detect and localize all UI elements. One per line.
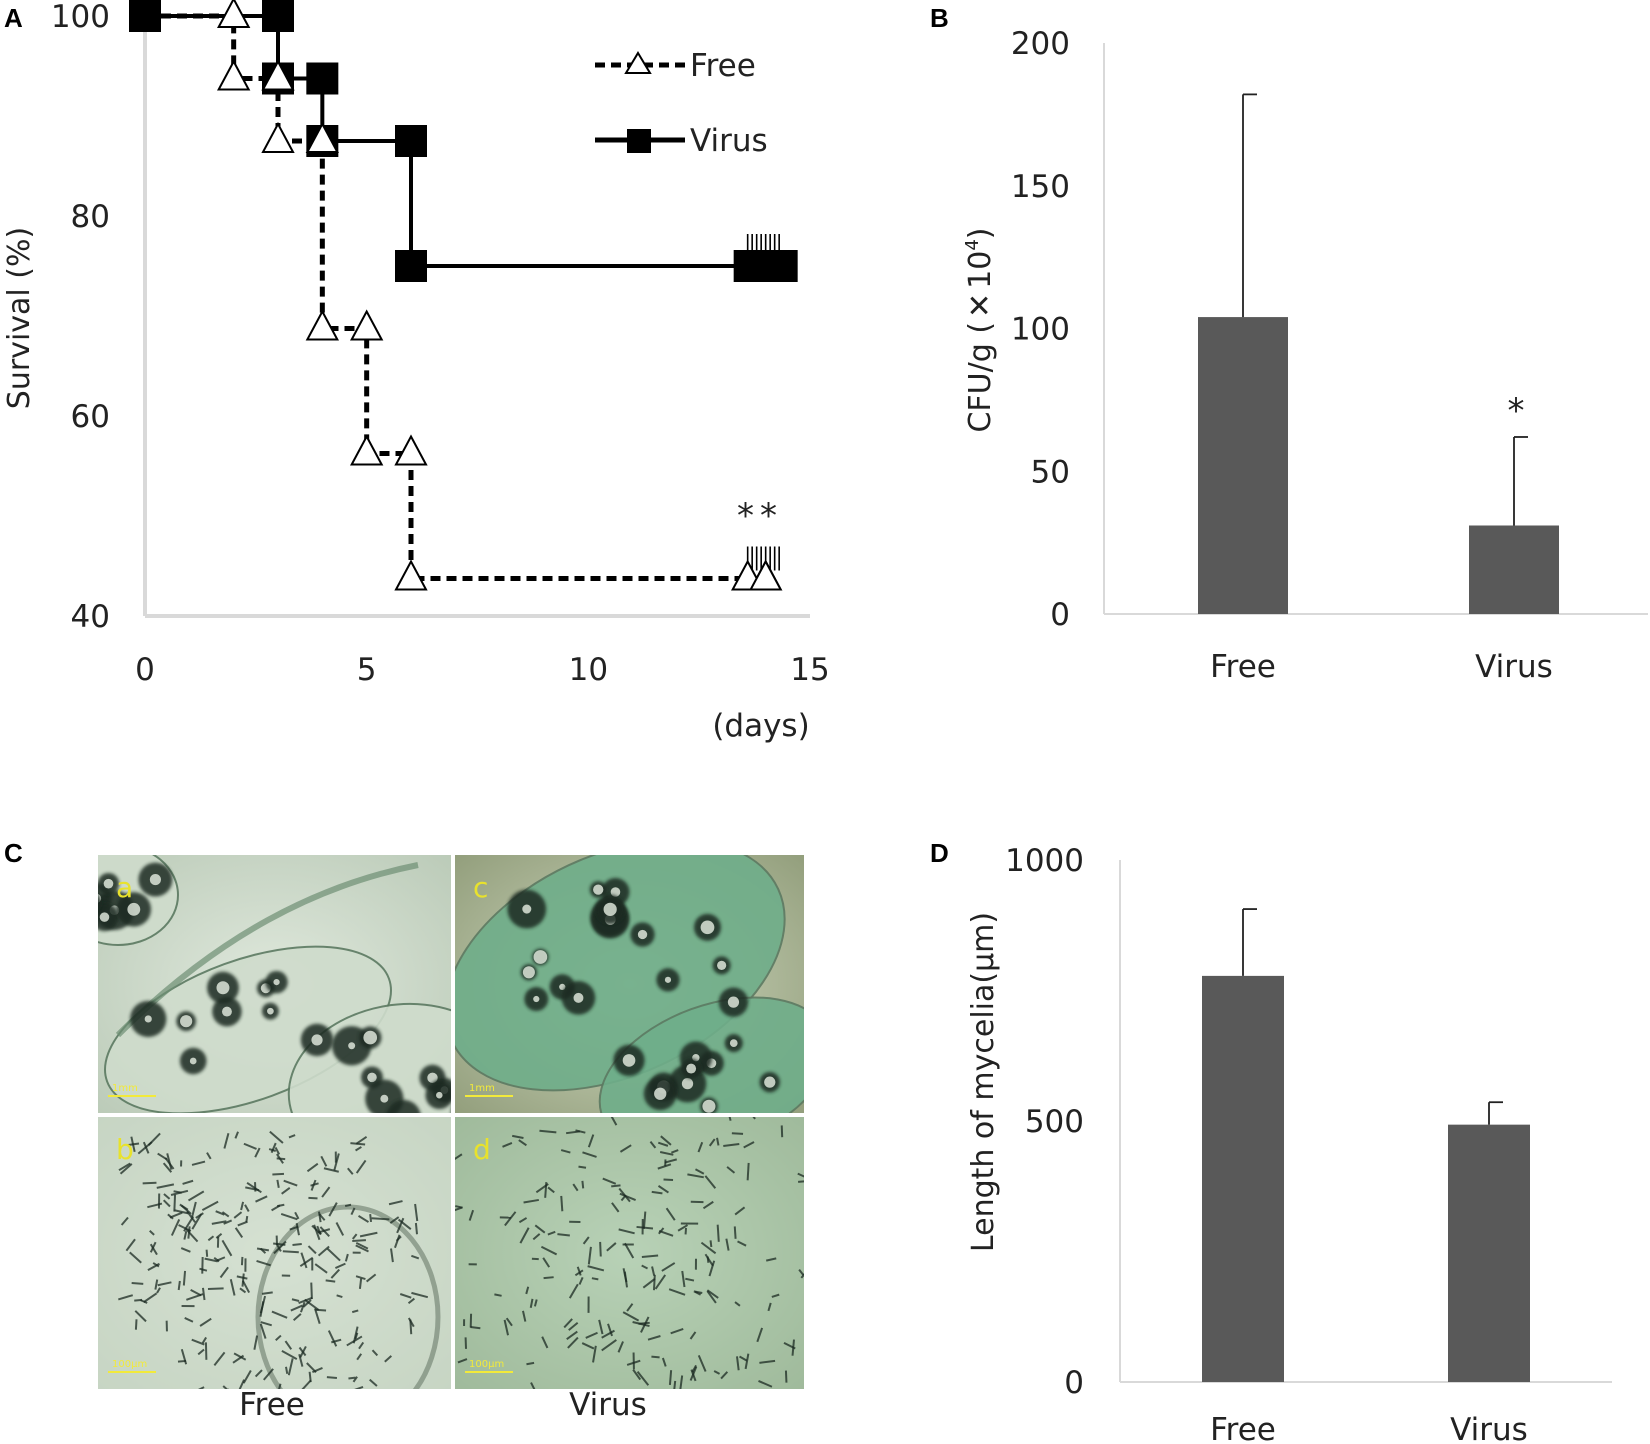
mycelia-y-tick: 0 — [1064, 1365, 1084, 1401]
legend-free-marker — [624, 51, 652, 74]
free-survival-point — [261, 121, 295, 153]
cfu-chart: 0 50 100 150 200 Free Virus CFU/g ( ✕ 104) * — [962, 26, 1648, 685]
survival-x-axis-title: (days) — [712, 708, 809, 744]
micrograph-letter-label: c — [473, 871, 488, 904]
virus-survival-point — [262, 0, 294, 32]
cfu-category-label: Free — [1210, 649, 1276, 685]
scale-bar-label: 1mm — [112, 1083, 138, 1094]
mycelia-bar-virus — [1448, 1124, 1530, 1382]
survival-y-tick: 100 — [51, 0, 110, 35]
cfu-bar-virus — [1469, 525, 1559, 614]
micrograph-tile-b: b 100μm — [98, 1117, 451, 1389]
cfu-y-axis-title: CFU/g ( ✕ 104) — [962, 227, 998, 432]
cfu-category-label: Virus — [1475, 649, 1553, 685]
panel-letter-a: A — [4, 3, 23, 33]
free-survival-point — [394, 559, 428, 591]
mycelia-chart: 0 500 1000 Free Virus Length of mycelia(μm) — [966, 843, 1612, 1444]
micrograph-caption-free: Free — [239, 1387, 305, 1423]
survival-significance: ** — [737, 496, 783, 536]
survival-legend: Free Virus — [595, 48, 768, 159]
micrograph-tile-c: c 1mm — [455, 855, 804, 1113]
cfu-y-title-main: CFU/g ( — [963, 322, 998, 433]
free-survival-line — [145, 13, 766, 581]
mycelia-category-label: Virus — [1450, 1412, 1528, 1444]
micrograph-caption-virus: Virus — [569, 1387, 647, 1423]
legend-virus-label: Virus — [690, 123, 768, 159]
micrograph-tile-d: d 100μm — [455, 1117, 804, 1389]
free-survival-point — [261, 59, 295, 91]
survival-y-tick: 60 — [71, 399, 110, 435]
scale-bar-label: 100μm — [469, 1359, 504, 1370]
legend-virus-marker — [627, 129, 651, 153]
free-survival-point — [216, 59, 251, 91]
free-survival-point — [305, 121, 340, 153]
virus-survival-point — [395, 250, 427, 282]
cfu-significance: * — [1508, 391, 1525, 431]
micrograph-panel: a 1mm c 1mm b 100μm d 100μm Free Virus — [98, 855, 804, 1423]
cfu-y-tick: 0 — [1050, 597, 1070, 633]
micrograph-letter-label: d — [473, 1133, 491, 1166]
virus-survival-point — [395, 125, 427, 157]
free-survival-point — [394, 434, 428, 466]
cfu-y-tick: 100 — [1011, 312, 1070, 348]
virus-survival-point — [306, 62, 339, 95]
survival-y-axis-title: Survival (%) — [2, 227, 37, 409]
survival-x-tick: 10 — [569, 652, 608, 688]
free-survival-point — [748, 559, 783, 591]
survival-x-tick: 5 — [357, 652, 377, 688]
free-survival-point — [216, 0, 251, 28]
mycelia-y-axis-title: Length of mycelia(μm) — [966, 912, 1001, 1252]
mycelia-category-label: Free — [1210, 1412, 1276, 1444]
cfu-y-tick: 150 — [1011, 169, 1070, 205]
survival-y-tick: 80 — [71, 199, 110, 235]
survival-y-tick: 40 — [71, 599, 110, 635]
mycelia-y-tick: 500 — [1025, 1104, 1084, 1140]
cfu-bar-free — [1198, 317, 1288, 614]
free-survival-point — [305, 309, 340, 341]
survival-x-tick: 0 — [135, 652, 155, 688]
cfu-y-title-exp: 4 — [962, 239, 983, 250]
panel-letter-d: D — [930, 838, 949, 868]
micrograph-letter-label: a — [116, 871, 133, 904]
panel-letter-b: B — [930, 3, 949, 33]
micrograph-tile-a: a 1mm — [98, 855, 451, 1113]
mycelia-bar-free — [1202, 975, 1284, 1382]
cfu-y-title-base: 10 — [963, 251, 998, 289]
survival-chart: 40 60 80 100 0 5 10 15 Survival (%) (days) Fre… — [2, 0, 830, 744]
cfu-y-tick: 200 — [1011, 26, 1070, 62]
cfu-y-title-times: ✕ — [963, 293, 998, 318]
cfu-y-title-close: ) — [963, 227, 998, 239]
scale-bar-label: 1mm — [469, 1083, 495, 1094]
scale-bar-label: 100μm — [112, 1359, 147, 1370]
free-survival-point — [349, 309, 384, 341]
micrograph-letter-label: b — [116, 1133, 134, 1166]
virus-survival-point — [733, 250, 798, 282]
free-survival-point — [349, 434, 384, 466]
mycelia-y-tick: 1000 — [1005, 843, 1084, 879]
virus-survival-point — [129, 0, 161, 32]
legend-free-label: Free — [690, 48, 756, 84]
cfu-y-tick: 50 — [1031, 454, 1070, 490]
panel-letter-c: C — [4, 838, 23, 868]
survival-x-tick: 15 — [790, 652, 829, 688]
